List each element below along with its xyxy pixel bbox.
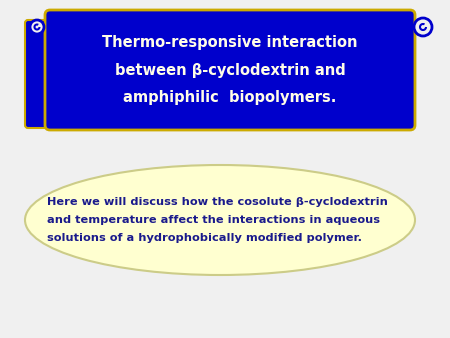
Text: between β-cyclodextrin and: between β-cyclodextrin and [115, 63, 346, 77]
Ellipse shape [25, 165, 415, 275]
FancyBboxPatch shape [25, 20, 49, 128]
Text: solutions of a hydrophobically modified polymer.: solutions of a hydrophobically modified … [47, 233, 362, 243]
Text: Thermo-responsive interaction: Thermo-responsive interaction [102, 35, 358, 50]
Text: and temperature affect the interactions in aqueous: and temperature affect the interactions … [47, 215, 380, 225]
Circle shape [30, 20, 44, 34]
FancyBboxPatch shape [45, 10, 415, 130]
Text: Here we will discuss how the cosolute β-cyclodextrin: Here we will discuss how the cosolute β-… [47, 197, 388, 207]
Text: amphiphilic  biopolymers.: amphiphilic biopolymers. [123, 90, 337, 105]
Circle shape [414, 18, 432, 36]
